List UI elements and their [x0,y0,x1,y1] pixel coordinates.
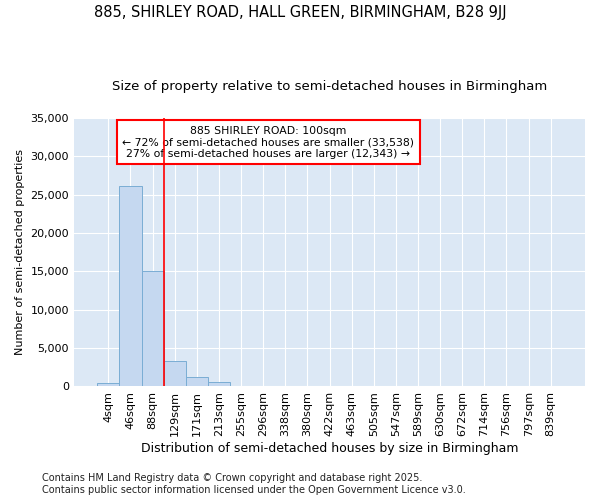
Bar [97,382,119,386]
Text: 885, SHIRLEY ROAD, HALL GREEN, BIRMINGHAM, B28 9JJ: 885, SHIRLEY ROAD, HALL GREEN, BIRMINGHA… [94,5,506,20]
Bar [142,270,164,386]
Y-axis label: Number of semi-detached properties: Number of semi-detached properties [15,149,25,355]
Bar [208,382,230,386]
Bar [119,186,142,386]
Text: Contains HM Land Registry data © Crown copyright and database right 2025.
Contai: Contains HM Land Registry data © Crown c… [42,474,466,495]
Text: 885 SHIRLEY ROAD: 100sqm
← 72% of semi-detached houses are smaller (33,538)
27% : 885 SHIRLEY ROAD: 100sqm ← 72% of semi-d… [122,126,414,159]
Title: Size of property relative to semi-detached houses in Birmingham: Size of property relative to semi-detach… [112,80,547,93]
X-axis label: Distribution of semi-detached houses by size in Birmingham: Distribution of semi-detached houses by … [141,442,518,455]
Bar [186,377,208,386]
Bar [164,361,186,386]
